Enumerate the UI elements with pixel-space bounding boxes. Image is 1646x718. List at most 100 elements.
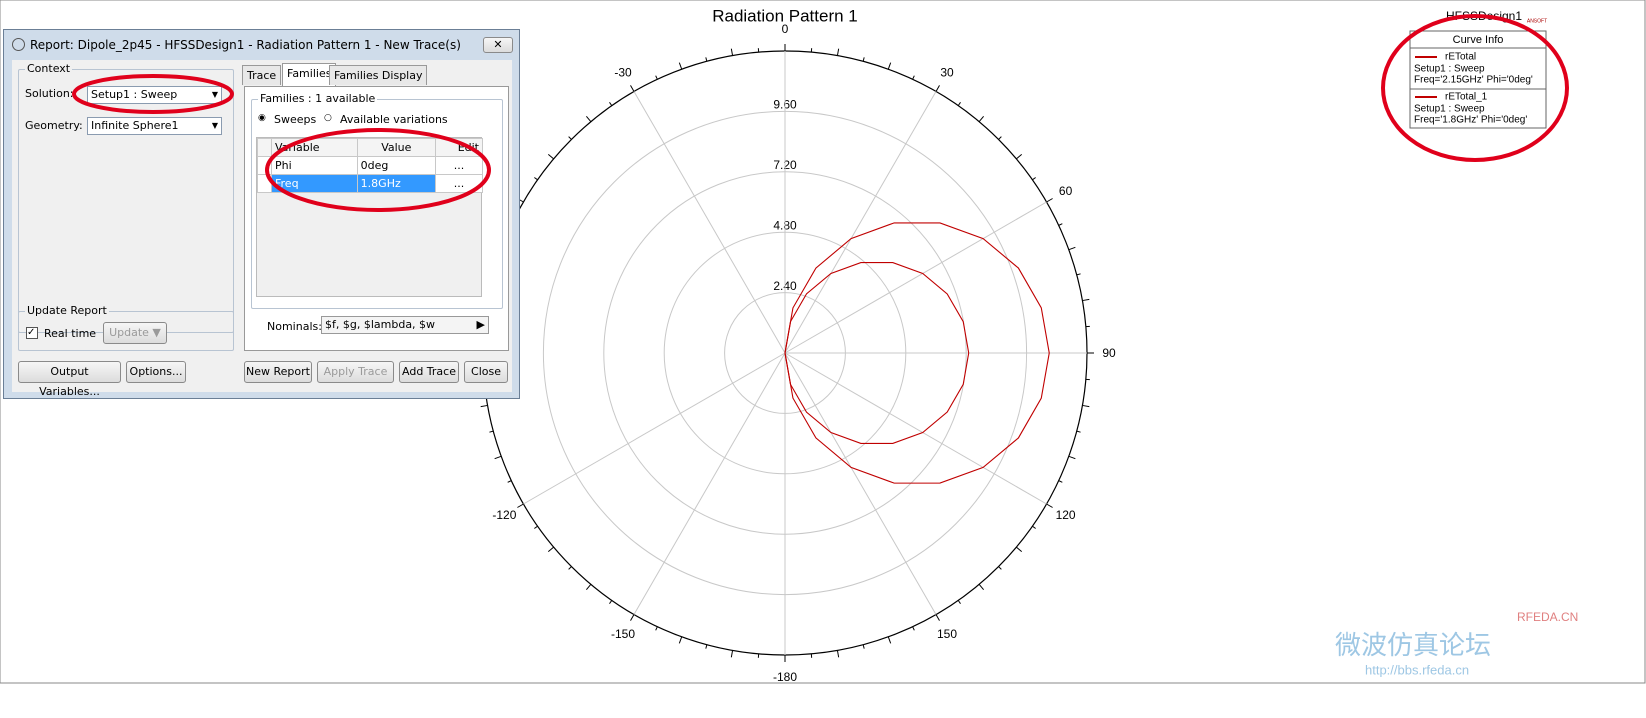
label: Real time (44, 327, 97, 340)
group-caption: Context (25, 62, 73, 75)
angle-tick-label: 120 (1056, 508, 1076, 522)
grid-spoke (523, 352, 786, 505)
angle-tick (568, 566, 572, 570)
angle-tick (836, 48, 840, 56)
title-bar: Report: Dipole_2p45 - HFSSDesign1 - Radi… (4, 30, 517, 60)
angle-tick (1082, 298, 1090, 302)
tab-strip: Trace Families Families Display (242, 63, 512, 87)
cell[interactable]: ... (434, 174, 484, 193)
angle-tick-label: -180 (773, 670, 797, 684)
geometry-combo[interactable]: Infinite Sphere1 (87, 117, 222, 135)
angle-tick-label: 30 (940, 66, 954, 80)
cell[interactable]: ... (434, 156, 484, 175)
angle-tick-label: 60 (1059, 184, 1073, 198)
angle-tick (1068, 246, 1076, 251)
label: Solution: (25, 87, 74, 100)
angle-tick (534, 525, 538, 529)
legend-label: rETotal (1445, 52, 1476, 63)
dialog: Report: Dipole_2p45 - HFSSDesign1 - Radi… (3, 29, 520, 399)
angle-tick (517, 503, 524, 508)
update-group: Update Report ✓ Real time Update ▼ (18, 304, 234, 351)
button[interactable]: Add Trace (399, 361, 459, 383)
cell[interactable]: 0deg (356, 156, 436, 175)
chart-title: Radiation Pattern 1 (712, 6, 858, 25)
angle-tick (730, 650, 734, 658)
angle-tick-label: -120 (492, 508, 516, 522)
angle-tick (1032, 177, 1036, 181)
table-area: Variable Value Edit Phi 0deg... Freq 1.8GHz.… (256, 137, 484, 297)
grid-spoke (784, 91, 937, 354)
cell[interactable]: Phi (271, 156, 358, 175)
button[interactable]: Output Variables... (18, 361, 121, 398)
angle-tick (507, 480, 512, 483)
watermark: RFEDA.CN 微波仿真论坛 http://bbs.rfeda.cn (1335, 610, 1578, 677)
angle-tick (705, 644, 708, 649)
angle-tick (568, 136, 572, 140)
tab[interactable]: Trace (242, 65, 282, 85)
grid-spoke (633, 91, 786, 354)
legend-title: Curve Info (1453, 34, 1504, 46)
variable-table: Variable Value Edit Phi 0deg... Freq 1.8GHz.… (257, 138, 484, 193)
angle-tick (630, 614, 635, 621)
angle-tick (836, 650, 840, 658)
cell[interactable]: 1.8GHz (356, 174, 436, 193)
angle-tick (887, 636, 892, 644)
angle-tick (547, 546, 554, 553)
grid-spoke (633, 352, 786, 615)
button[interactable]: Options... (126, 361, 186, 383)
tab[interactable]: Families Display (329, 65, 428, 85)
angle-tick (1016, 546, 1023, 553)
angle-tick (609, 102, 613, 106)
context-group: Context Solution: Setup1 : Sweep Geometr… (18, 62, 234, 333)
app-icon (12, 38, 25, 51)
angle-tick-label: 90 (1102, 346, 1116, 360)
column-header: Edit (434, 138, 484, 157)
button[interactable]: Close (464, 361, 508, 383)
cell[interactable]: Freq (271, 174, 358, 193)
legend-info: Setup1 : Sweep (1414, 104, 1485, 115)
angle-tick (1016, 153, 1023, 160)
angle-tick (862, 57, 865, 62)
button-text: Update (109, 326, 149, 339)
angle-tick (730, 48, 734, 56)
series-line (784, 222, 1050, 484)
angle-tick-label: 150 (937, 627, 957, 641)
families-group: Families : 1 available ◉ Sweeps ○ Availa… (251, 92, 503, 309)
angle-tick (1046, 503, 1053, 508)
radio[interactable]: ◉ (258, 113, 266, 123)
watermark-text: http://bbs.rfeda.cn (1365, 662, 1469, 677)
angle-tick (534, 177, 538, 181)
angle-tick (887, 62, 892, 70)
dialog-body: Context Solution: Setup1 : Sweep Geometr… (12, 60, 512, 398)
angle-tick (1032, 525, 1036, 529)
angle-tick (1058, 480, 1063, 483)
tab-page: Families : 1 available ◉ Sweeps ○ Availa… (244, 86, 509, 351)
angle-tick (1058, 223, 1063, 226)
angle-tick-label: 0 (782, 22, 789, 36)
label: Available variations (340, 113, 448, 126)
legend-info: Freq='2.15GHz' Phi='0deg' (1414, 75, 1533, 86)
close-x[interactable]: ✕ (483, 37, 513, 53)
design-name: HFSSDesign1 (1446, 9, 1522, 23)
angle-tick (678, 62, 683, 70)
watermark-text: RFEDA.CN (1517, 610, 1578, 624)
radio[interactable]: ○ (324, 113, 332, 123)
checkbox[interactable]: ✓ (26, 327, 38, 339)
update-button[interactable]: Update ▼ (103, 322, 167, 344)
angle-tick (655, 75, 658, 80)
grid-spoke (784, 352, 937, 615)
button[interactable]: New Report (244, 361, 312, 383)
solution-combo[interactable]: Setup1 : Sweep (87, 86, 222, 104)
angle-tick (705, 57, 708, 62)
column-header: Variable (271, 138, 358, 157)
label: Sweeps (274, 113, 317, 126)
angle-tick-label: -30 (614, 66, 632, 80)
legend-label: rETotal_1 (1445, 92, 1488, 103)
angle-tick (862, 644, 865, 649)
legend-info: Setup1 : Sweep (1414, 64, 1485, 75)
nominals-field[interactable]: $f, $g, $lambda, $w ▶ (321, 316, 489, 334)
tab[interactable]: Families (282, 63, 337, 86)
button[interactable]: Apply Trace (317, 361, 394, 383)
angle-tick (1076, 273, 1081, 276)
angle-tick (1046, 198, 1053, 203)
